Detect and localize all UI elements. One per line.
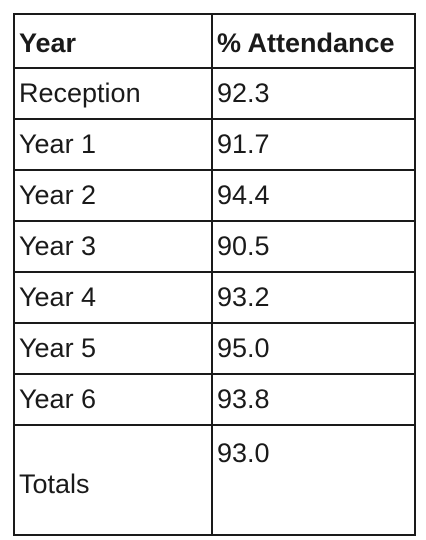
- table-row: Year 4 93.2: [13, 271, 416, 324]
- header-row: Year % Attendance: [13, 13, 416, 69]
- table-row: Reception 92.3: [13, 67, 416, 120]
- attendance-cell: 91.7: [211, 118, 416, 171]
- totals-attendance: 93.0: [211, 424, 416, 536]
- attendance-cell: 95.0: [211, 322, 416, 375]
- table-row: Year 1 91.7: [13, 118, 416, 171]
- year-cell: Year 4: [13, 271, 213, 324]
- table-row: Year 6 93.8: [13, 373, 416, 426]
- year-cell: Year 2: [13, 169, 213, 222]
- year-cell: Year 5: [13, 322, 213, 375]
- header-year: Year: [13, 13, 213, 69]
- table-row: Year 3 90.5: [13, 220, 416, 273]
- attendance-cell: 94.4: [211, 169, 416, 222]
- table-row: Year 5 95.0: [13, 322, 416, 375]
- totals-label: Totals: [13, 424, 213, 536]
- table-row: Year 2 94.4: [13, 169, 416, 222]
- year-cell: Year 1: [13, 118, 213, 171]
- year-cell: Reception: [13, 67, 213, 120]
- totals-row: Totals 93.0: [13, 424, 416, 536]
- year-cell: Year 3: [13, 220, 213, 273]
- attendance-table: Year % Attendance Reception 92.3 Year 1 …: [13, 13, 416, 536]
- header-attendance: % Attendance: [211, 13, 416, 69]
- attendance-cell: 93.8: [211, 373, 416, 426]
- attendance-cell: 90.5: [211, 220, 416, 273]
- attendance-cell: 93.2: [211, 271, 416, 324]
- attendance-cell: 92.3: [211, 67, 416, 120]
- year-cell: Year 6: [13, 373, 213, 426]
